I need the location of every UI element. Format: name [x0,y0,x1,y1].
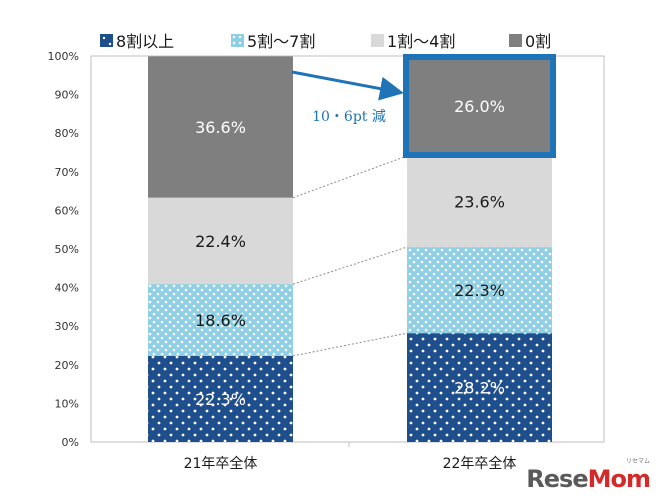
legend-swatch-darkgray [509,33,522,47]
bar-segment [148,56,293,198]
legend-label: 5割〜7割 [247,32,316,51]
legend-item-0wari: 0割 [509,28,551,52]
legend-item-5-7wari: 5割〜7割 [231,28,315,52]
data-label: 36.6% [195,118,246,137]
y-tick-label: 80% [55,127,79,140]
y-tick-label: 70% [55,166,79,179]
bar-segment [148,197,293,285]
connector-line [292,332,408,357]
x-category-label: 22年卒全体 [443,455,517,472]
annotation: 10・6pt 減 [291,54,556,158]
y-tick-label: 10% [55,397,79,410]
x-category-label: 21年卒全体 [184,455,258,472]
y-tick-label: 30% [55,320,79,333]
legend-swatch-navy-dots [100,33,113,47]
y-axis: 0% 10% 20% 30% 40% 50% 60% 70% 80% 90% 100% [48,50,79,449]
data-label: 22.3% [195,390,246,409]
legend: 8割以上 5割〜7割 1割〜4割 0割 [0,28,664,52]
resemom-logo: ReseMom リセマム [526,458,651,493]
data-label: 23.6% [454,193,505,212]
legend-swatch-lightgray [371,33,384,47]
legend-item-8wari: 8割以上 [100,28,174,52]
data-label: 28.2% [454,379,505,398]
plot-frame [90,55,605,443]
connector-lines [292,155,408,357]
legend-label: 1割〜4割 [387,32,456,51]
bar-segment [407,247,552,334]
y-tick-label: 50% [55,243,79,256]
bar-segment [407,56,552,156]
legend-swatch-light-dots [231,33,244,47]
annotation-label: 10・6pt 減 [312,108,386,125]
data-label: 18.6% [195,311,246,330]
bar-segment [148,284,293,356]
legend-item-1-4wari: 1割〜4割 [371,28,455,52]
y-tick-label: 60% [55,204,79,217]
y-tick-label: 20% [55,359,79,372]
y-tick-label: 40% [55,282,79,295]
data-label: 22.4% [195,232,246,251]
bars [148,56,552,442]
arrow-icon [291,70,404,101]
y-tick-label: 0% [62,436,79,449]
bar-segment [407,333,552,442]
data-label: 26.0% [454,97,505,116]
data-label: 22.3% [454,281,505,300]
y-tick-label: 90% [55,89,79,102]
y-tick-label: 100% [48,50,79,63]
legend-label: 0割 [525,32,552,51]
bar-segment [407,155,552,248]
legend-label: 8割以上 [116,32,175,51]
highlight-box [403,54,556,158]
data-labels: 22.3% 18.6% 22.4% 36.6% 28.2% 22.3% 23.6% 26.0% [195,97,505,409]
x-axis: 21年卒全体 22年卒全体 [184,442,517,472]
connector-line [292,155,408,199]
bar-segment [148,355,293,442]
connector-line [292,246,408,285]
